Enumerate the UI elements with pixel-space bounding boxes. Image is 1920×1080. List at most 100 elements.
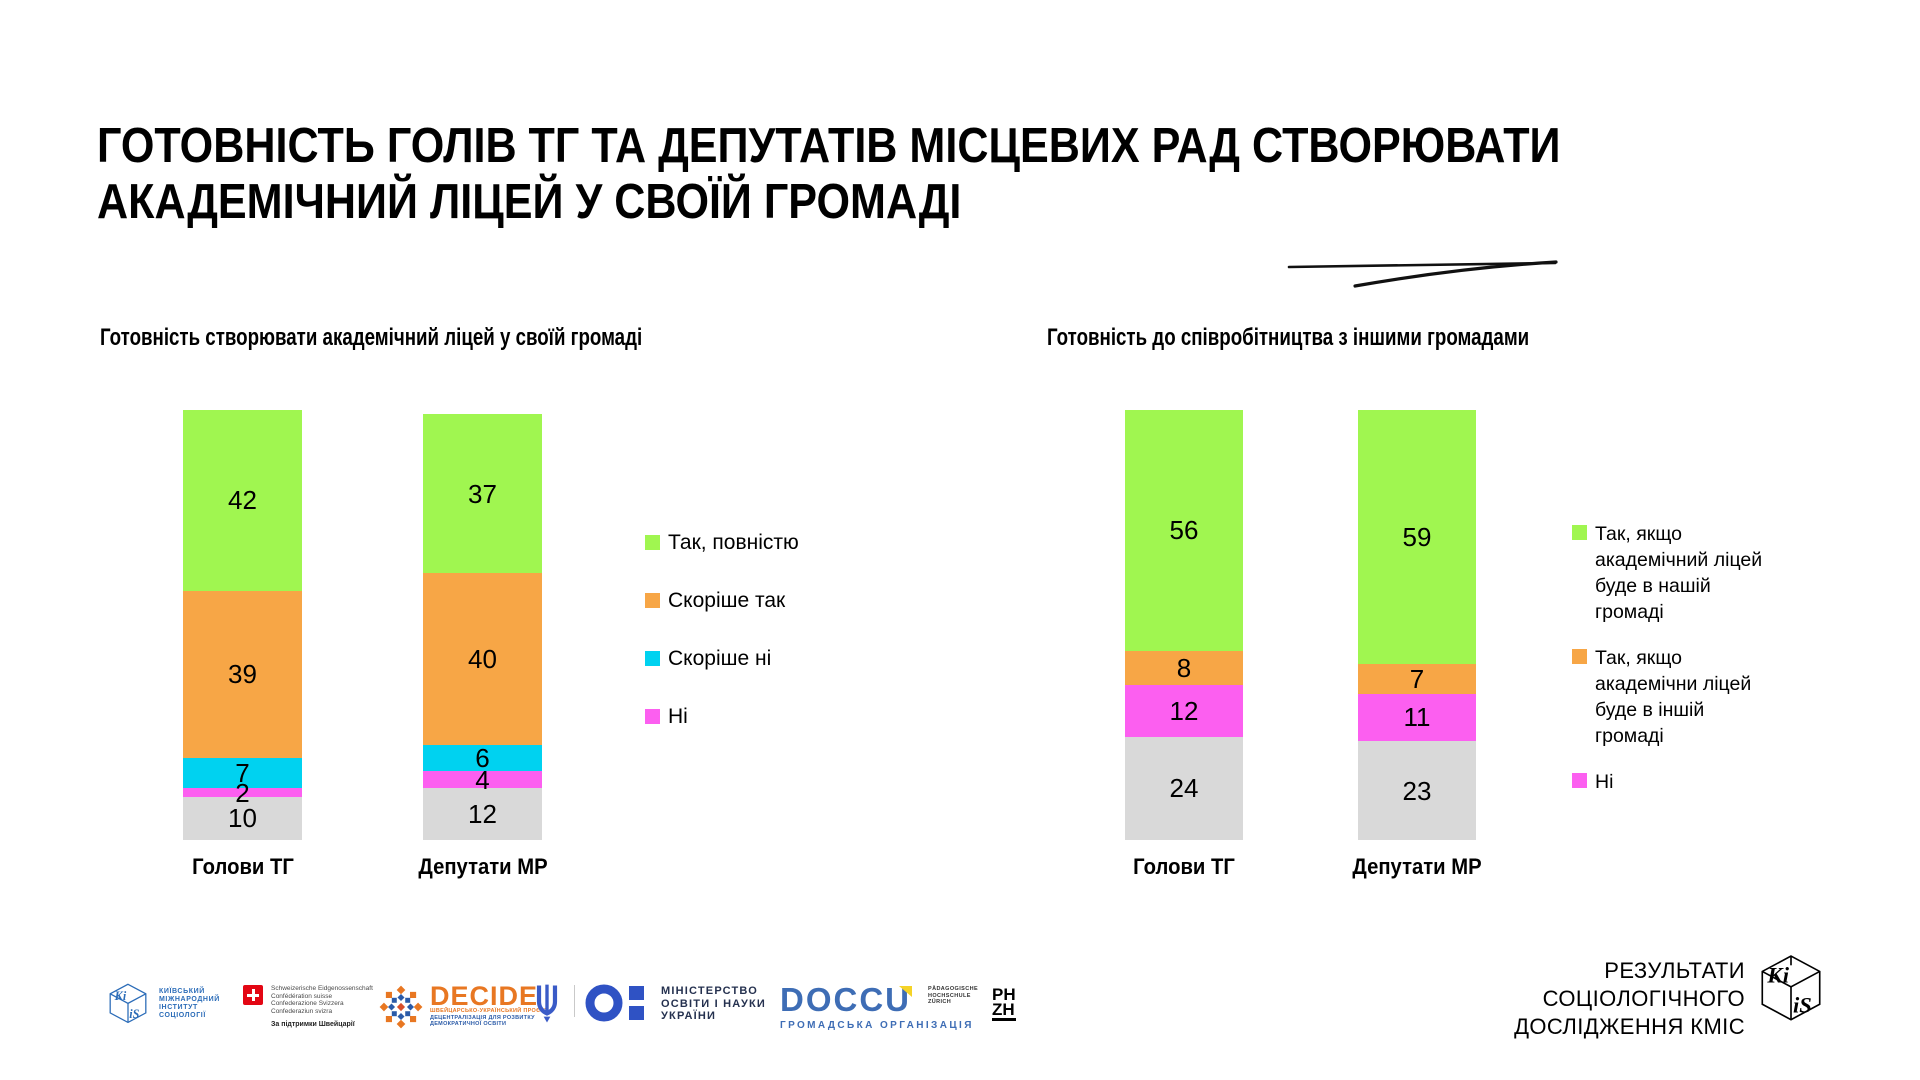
segment-value-label: 11 — [1403, 702, 1431, 733]
kiis-line: ІНСТИТУТ — [159, 1004, 198, 1011]
phzh-name-lines: PÄDAGOGISCHE HOCHSCHULE ZÜRICH — [928, 986, 978, 1021]
results-caption: РЕЗУЛЬТАТИ СОЦІОЛОГІЧНОГО ДОСЛІДЖЕННЯ КМ… — [1514, 957, 1745, 1041]
decide-name: DECIDE — [430, 981, 539, 1011]
bar-segment: 56 — [1125, 410, 1243, 651]
doccu-name: DOCCU — [780, 983, 912, 1016]
segment-value-label: 37 — [468, 478, 497, 509]
segment-value-label: 42 — [228, 485, 257, 516]
phzh-line: ZÜRICH — [928, 999, 952, 1005]
bar-segment: 4 — [423, 767, 542, 793]
legend-label: Так, повністю — [668, 531, 799, 554]
legend-label: Скоріше ні — [668, 647, 772, 670]
svg-text:Кі: Кі — [114, 989, 127, 1003]
kiis-line: СОЦІОЛОГІЇ — [159, 1012, 206, 1019]
title-line-2: АКАДЕМІЧНИЙ ЛІЦЕЙ У СВОЇЙ ГРОМАДІ — [97, 175, 962, 229]
ministry-logo: МІНІСТЕРСТВО ОСВІТИ І НАУКИ УКРАЇНИ — [530, 983, 766, 1025]
kiis-cube-icon: Кі іS — [109, 983, 147, 1024]
legend-item: Ні — [1572, 769, 1768, 795]
chart0-category-label: Депутати МР — [417, 854, 548, 879]
swiss-line: Confédération suisse — [271, 992, 333, 1000]
segment-value-label: 4 — [475, 764, 490, 795]
legend-swatch-icon — [645, 709, 660, 724]
phzh-line: PÄDAGOGISCHE — [928, 986, 979, 992]
segment-value-label: 12 — [1169, 695, 1199, 726]
swiss-line: Schweizerische Eidgenossenschaft — [271, 985, 373, 992]
chart0-bar-1: 42 39 7 2 10 — [183, 410, 302, 840]
legend-label: Так, якщо академічний ліцей буде в нашій… — [1595, 523, 1763, 623]
bar-segment: 6 — [423, 745, 542, 771]
bar-segment: 37 — [423, 414, 542, 574]
legend-item: Скоріше так — [645, 589, 895, 613]
bar-segment: 8 — [1125, 650, 1243, 686]
chart0-bar-2: 37 40 6 4 12 — [423, 414, 542, 840]
bar-segment: 23 — [1358, 741, 1476, 840]
phzh-initial-line: ZH — [992, 1000, 1015, 1019]
segment-value-label: 23 — [1402, 775, 1432, 806]
legend-label: Так, якщо академічни ліцей буде в іншій … — [1595, 647, 1752, 747]
swoosh-decoration-icon — [1287, 260, 1558, 288]
svg-text:іS: іS — [1793, 992, 1812, 1017]
segment-value-label: 59 — [1402, 521, 1432, 552]
segment-value-label: 39 — [228, 659, 257, 690]
doccu-caption: ГРОМАДСЬКА ОРГАНІЗАЦІЯ — [780, 1020, 974, 1031]
legend-label: Ні — [668, 705, 688, 728]
bar-segment: 24 — [1125, 736, 1243, 840]
legend-swatch-icon — [1572, 649, 1587, 664]
segment-value-label: 10 — [228, 803, 257, 834]
chart1-category-label: Голови ТГ — [1133, 854, 1235, 879]
swiss-flag-icon — [243, 985, 263, 1005]
results-line: ДОСЛІДЖЕННЯ КМІС — [1514, 1014, 1745, 1039]
chart1-legend: Так, якщо академічний ліцей буде в нашій… — [1572, 521, 1768, 815]
doccu-logo: DOCCU ГРОМАДСЬКА ОРГАНІЗАЦІЯ — [780, 983, 974, 1031]
kiis-cube-right-icon: Кі іS — [1761, 955, 1821, 1021]
decide-caption-line: ДЕЦЕНТРАЛІЗАЦІЯ ДЛЯ РОЗВИТКУ — [430, 1014, 535, 1021]
ministry-line: ОСВІТИ І НАУКИ — [661, 997, 767, 1010]
bar-segment: 59 — [1358, 410, 1476, 664]
chart1-bar-1: 56 8 12 24 — [1125, 410, 1243, 840]
svg-text:Кі: Кі — [1766, 963, 1789, 988]
bar-segment: 42 — [183, 410, 302, 591]
results-line: СОЦІОЛОГІЧНОГО — [1542, 986, 1745, 1011]
title-line-1: ГОТОВНІСТЬ ГОЛІВ ТГ ТА ДЕПУТАТІВ МІСЦЕВИ… — [97, 119, 1561, 173]
results-line: РЕЗУЛЬТАТИ — [1604, 958, 1745, 983]
legend-swatch-icon — [1572, 525, 1587, 540]
legend-item: Скоріше ні — [645, 647, 895, 671]
segment-value-label: 40 — [468, 644, 497, 675]
swiss-name-lines: Schweizerische Eidgenossenschaft Confédé… — [271, 985, 373, 1015]
phzh-logo: PÄDAGOGISCHE HOCHSCHULE ZÜRICH PH ZH — [928, 986, 1016, 1021]
decide-logo: DECIDE ШВЕЙЦАРСЬКО-УКРАЇНСЬКИЙ ПРОЄКТ ДЕ… — [378, 981, 548, 1030]
chart0-legend: Так, повністю Скоріше так Скоріше ні Ні — [645, 531, 895, 763]
bar-segment: 12 — [423, 788, 542, 840]
decide-starburst-icon — [379, 985, 423, 1029]
segment-value-label: 7 — [1409, 663, 1425, 694]
segment-value-label: 7 — [235, 758, 250, 789]
legend-item: Так, повністю — [645, 531, 895, 555]
kiis-logo: Кі іS КИЇВСЬКИЙ МІЖНАРОДНИЙ ІНСТИТУТ СОЦ… — [105, 983, 220, 1025]
divider — [574, 985, 575, 1017]
chart1-bar-2: 59 7 11 23 — [1358, 410, 1476, 840]
decide-caption-line: ДЕМОКРАТИЧНОЇ ОСВІТИ — [430, 1021, 507, 1027]
phzh-initials: PH ZH — [992, 986, 1016, 1021]
ministry-line: УКРАЇНИ — [661, 1010, 717, 1022]
segment-value-label: 56 — [1169, 515, 1199, 546]
legend-swatch-icon — [645, 593, 660, 608]
swiss-line: Confederaziun svizra — [271, 1007, 333, 1015]
segment-value-label: 2 — [235, 777, 250, 808]
decide-caption-line: ШВЕЙЦАРСЬКО-УКРАЇНСЬКИЙ ПРОЄКТ — [430, 1008, 548, 1014]
legend-item: Так, якщо академічни ліцей буде в іншій … — [1572, 645, 1768, 749]
bar-segment: 7 — [1358, 663, 1476, 694]
segment-value-label: 24 — [1169, 773, 1199, 804]
ministry-name-lines: МІНІСТЕРСТВО ОСВІТИ І НАУКИ УКРАЇНИ — [661, 985, 766, 1025]
chart0-category-label: Голови ТГ — [191, 854, 294, 879]
tryzub-icon — [536, 984, 558, 1023]
page-title: ГОТОВНІСТЬ ГОЛІВ ТГ ТА ДЕПУТАТІВ МІСЦЕВИ… — [97, 118, 1561, 230]
phzh-line: HOCHSCHULE — [928, 992, 971, 999]
svg-text:іS: іS — [129, 1007, 139, 1021]
bar-segment: 10 — [183, 796, 302, 840]
bar-segment: 7 — [183, 758, 302, 789]
doccu-wedge-icon — [899, 986, 912, 997]
kiis-line: МІЖНАРОДНИЙ — [159, 996, 220, 1003]
bar-segment: 40 — [423, 573, 542, 746]
bar-segment: 39 — [183, 590, 302, 759]
